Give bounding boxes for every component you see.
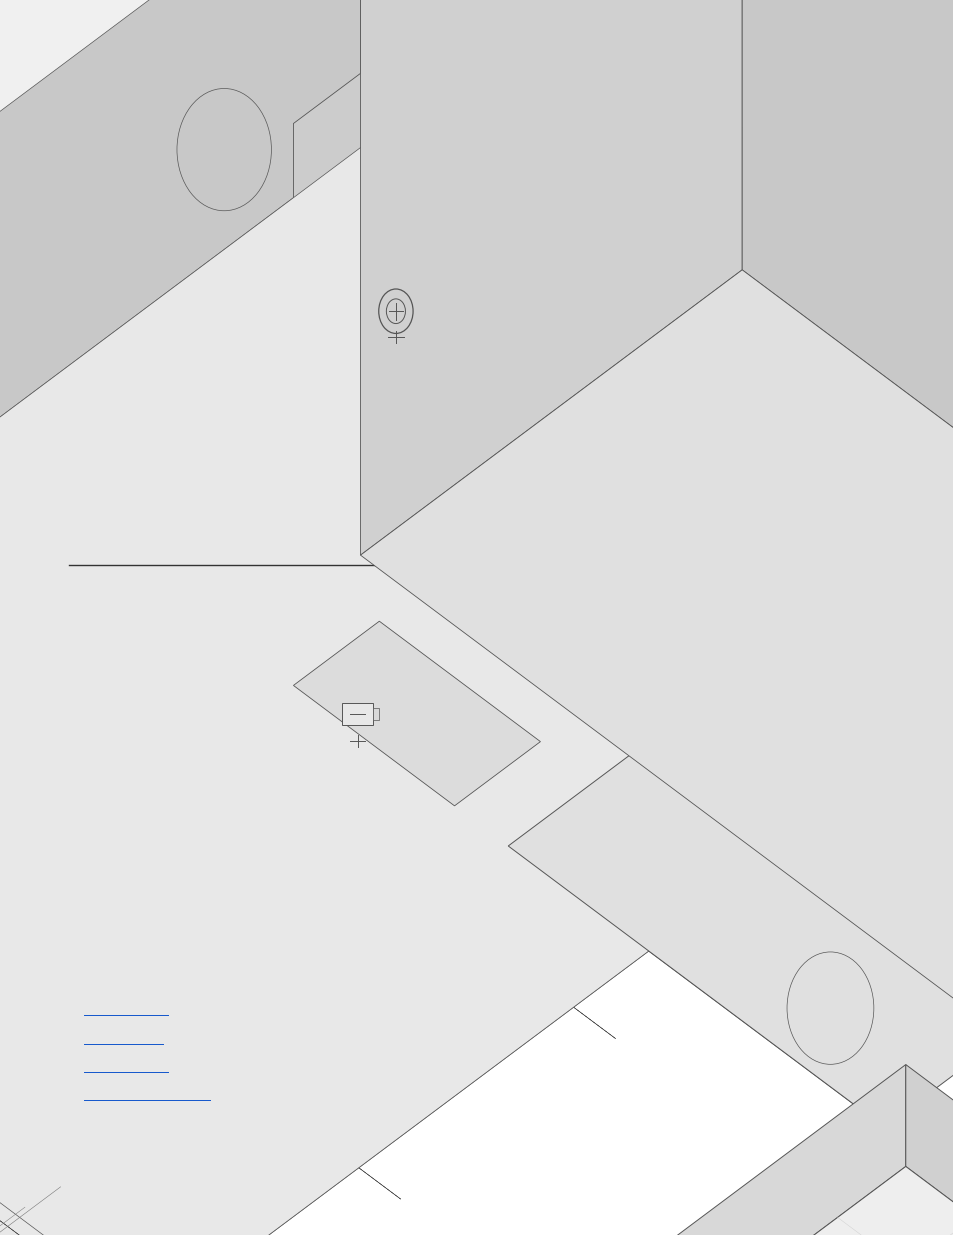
Polygon shape — [78, 637, 615, 1039]
Polygon shape — [0, 1065, 904, 1235]
Text: Before You Begin: Before You Begin — [84, 1058, 172, 1068]
Polygon shape — [508, 726, 953, 1128]
Polygon shape — [0, 798, 400, 1199]
Polygon shape — [294, 59, 379, 685]
Text: 2: 2 — [158, 366, 165, 375]
Text: Back to Contents: Back to Contents — [84, 1002, 173, 1011]
Polygon shape — [360, 0, 953, 657]
Text: Thermal Cooling Assembly: Thermal Cooling Assembly — [84, 1087, 223, 1097]
Polygon shape — [360, 0, 953, 300]
Polygon shape — [0, 1079, 25, 1235]
Polygon shape — [0, 0, 360, 810]
Polygon shape — [294, 621, 540, 805]
Text: 4 mm: 4 mm — [348, 752, 367, 757]
Polygon shape — [0, 1166, 953, 1235]
Polygon shape — [741, 0, 953, 830]
Polygon shape — [0, 0, 360, 393]
Polygon shape — [0, 148, 953, 1235]
Polygon shape — [0, 0, 360, 393]
Text: M2.5x4: M2.5x4 — [341, 674, 374, 683]
Polygon shape — [508, 204, 883, 1128]
Polygon shape — [669, 84, 953, 1007]
Polygon shape — [904, 1065, 953, 1235]
Polygon shape — [0, 958, 186, 1235]
Polygon shape — [0, 396, 883, 1235]
Text: 4 mm: 4 mm — [386, 350, 405, 354]
Polygon shape — [360, 269, 953, 1115]
Text: 3: 3 — [101, 186, 108, 196]
Text: 2: 2 — [217, 746, 224, 756]
Text: 1: 1 — [298, 190, 305, 200]
Polygon shape — [508, 84, 669, 846]
Polygon shape — [400, 204, 883, 758]
Polygon shape — [360, 0, 741, 556]
Polygon shape — [0, 0, 360, 556]
FancyBboxPatch shape — [373, 708, 378, 720]
Text: M2.5x4: M2.5x4 — [379, 273, 412, 282]
FancyBboxPatch shape — [342, 703, 373, 725]
Polygon shape — [0, 204, 400, 1199]
Text: Replacing Parts: Replacing Parts — [84, 1030, 164, 1040]
Text: 1: 1 — [267, 627, 274, 637]
